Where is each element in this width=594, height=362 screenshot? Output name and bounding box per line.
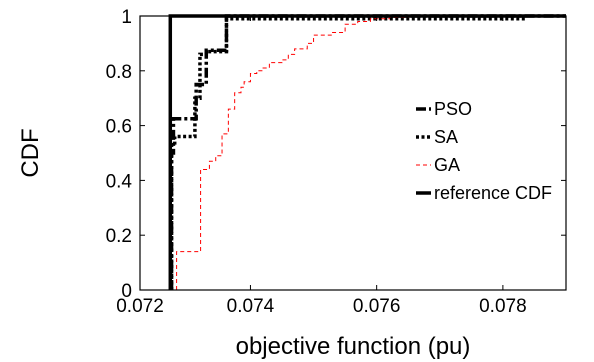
legend-label: reference CDF [434, 183, 552, 203]
series-line-sa [169, 16, 526, 290]
y-tick-label: 1 [121, 7, 132, 28]
x-tick-label: 0.074 [227, 296, 275, 317]
series-line-pso [169, 14, 566, 290]
x-tick-label: 0.078 [479, 296, 527, 317]
axis-tick-labels: 0.072 0.074 0.076 0.078 0 0.2 0.4 0.6 0.8 1 [106, 7, 527, 317]
axis-ticks [139, 15, 566, 291]
legend-label: GA [434, 155, 460, 175]
y-tick-label: 0.4 [106, 171, 133, 192]
legend-label: PSO [434, 99, 472, 119]
plot-frame [139, 15, 567, 291]
x-axis-label: objective function (pu) [236, 333, 471, 360]
x-tick-label: 0.072 [116, 296, 164, 317]
y-tick-label: 0 [121, 281, 132, 302]
y-tick-label: 0.6 [106, 117, 132, 138]
series-line-reference-cdf [168, 14, 566, 290]
series-line-ga [176, 15, 566, 290]
y-axis-label: CDF [17, 128, 44, 177]
plot-lines [168, 14, 566, 290]
x-tick-label: 0.076 [353, 296, 401, 317]
legend-label: SA [434, 127, 458, 147]
y-tick-label: 0.2 [106, 226, 132, 247]
legend: PSO SA GA reference CDF [416, 99, 552, 203]
y-tick-label: 0.8 [106, 62, 132, 83]
